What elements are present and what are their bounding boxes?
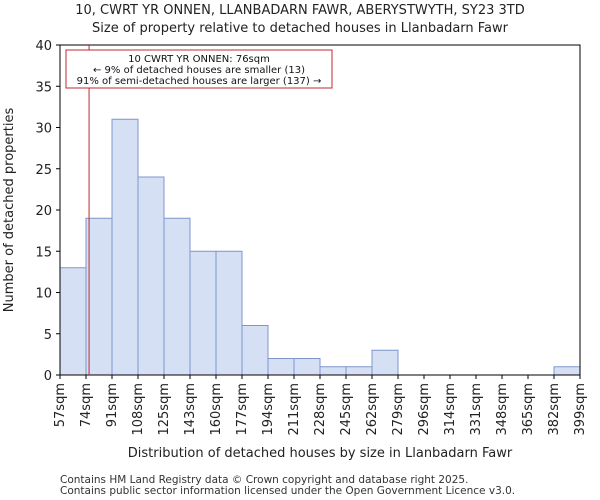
bar-108sqm (137, 176, 165, 376)
bar-245sqm (345, 366, 373, 376)
annotation-box (65, 49, 333, 89)
x-tick-label: 108sqm (131, 383, 146, 436)
x-tick-label: 262sqm (365, 383, 380, 436)
x-tick-label: 57sqm (53, 383, 68, 427)
chart-subtitle: Size of property relative to detached ho… (92, 21, 508, 36)
bar-160sqm (215, 250, 243, 376)
y-tick-label: 5 (44, 328, 52, 343)
x-tick-label: 74sqm (79, 383, 94, 427)
y-axis-label: Number of detached properties (2, 108, 17, 313)
x-tick-label: 348sqm (495, 383, 510, 436)
histogram-chart: 0 5 10 15 20 25 30 35 40 57sqm 74sqm 91sqm 108sqm 125… (2, 39, 588, 461)
footer-copyright: Contains HM Land Registry data © Crown c… (60, 474, 469, 486)
annotation-line: 91% of semi-detached houses are larger (… (77, 76, 322, 87)
x-tick-label: 331sqm (469, 383, 484, 436)
bar-74sqm (85, 217, 113, 376)
bar-177sqm (241, 325, 269, 376)
y-tick-label: 35 (35, 80, 52, 95)
x-tick-label: 194sqm (261, 383, 276, 436)
annotation-line: 10 CWRT YR ONNEN: 76sqm (128, 54, 270, 65)
x-tick-label: 177sqm (235, 383, 250, 436)
y-tick-label: 15 (35, 245, 52, 260)
x-tick-label: 211sqm (287, 383, 302, 436)
annotation-line: ← 9% of detached houses are smaller (13) (93, 65, 305, 76)
bars-group (59, 118, 581, 376)
bar-57sqm (59, 267, 87, 376)
bar-194sqm (267, 358, 295, 376)
bar-211sqm (293, 358, 321, 376)
y-tick-label: 10 (35, 287, 52, 302)
x-tick-label: 365sqm (521, 383, 536, 436)
y-tick-label: 25 (35, 163, 52, 178)
y-tick-label: 20 (35, 204, 52, 219)
bar-91sqm (111, 118, 139, 376)
x-tick-label: 125sqm (157, 383, 172, 436)
x-tick-label: 143sqm (183, 383, 198, 436)
bar-382sqm (553, 366, 581, 376)
y-tick-label: 30 (35, 122, 52, 137)
x-tick-label: 91sqm (105, 383, 120, 427)
x-tick-label: 314sqm (443, 383, 458, 436)
x-tick-label: 296sqm (417, 383, 432, 436)
marker-group: 10 CWRT YR ONNEN: 76sqm← 9% of detached … (65, 45, 333, 375)
x-tick-label: 160sqm (209, 383, 224, 436)
ticks-group: 0 5 10 15 20 25 30 35 40 57sqm 74sqm 91sqm 108sqm 125… (35, 39, 588, 436)
x-axis-label: Distribution of detached houses by size … (128, 446, 513, 461)
x-tick-label: 279sqm (391, 383, 406, 436)
bar-125sqm (163, 217, 191, 376)
y-tick-label: 0 (44, 369, 52, 384)
bar-143sqm (189, 250, 217, 376)
bar-262sqm (371, 349, 399, 376)
chart-title: 10, CWRT YR ONNEN, LLANBADARN FAWR, ABER… (75, 3, 525, 18)
x-tick-label: 228sqm (313, 383, 328, 436)
footer-licence: Contains public sector information licen… (60, 485, 516, 497)
y-tick-label: 40 (35, 39, 52, 54)
x-tick-label: 399sqm (573, 383, 588, 436)
x-tick-label: 382sqm (547, 383, 562, 436)
x-tick-label: 245sqm (339, 383, 354, 436)
bar-228sqm (319, 366, 347, 376)
